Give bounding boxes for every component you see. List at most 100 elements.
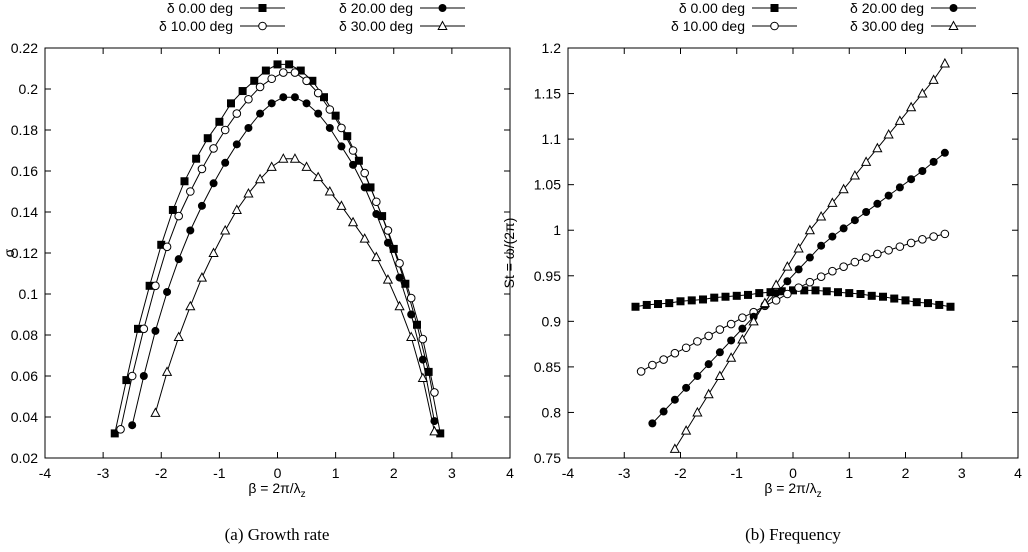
- data-point: [738, 324, 747, 333]
- data-point: [331, 111, 340, 120]
- x-axis-label-subscript: z: [817, 489, 822, 500]
- x-axis-label: β = 2π/λz: [248, 480, 305, 500]
- x-tick-label: -3: [618, 465, 631, 481]
- data-point: [648, 360, 657, 370]
- data-point: [389, 244, 398, 253]
- y-tick-label: 0.75: [534, 450, 561, 466]
- data-point: [407, 310, 416, 319]
- data-point: [873, 199, 882, 208]
- data-point: [279, 68, 288, 77]
- x-tick-label: 0: [789, 465, 797, 481]
- data-point: [800, 286, 809, 295]
- data-point: [940, 148, 949, 157]
- y-tick-label: 0.14: [11, 204, 38, 220]
- data-point: [929, 157, 938, 166]
- data-point: [744, 290, 752, 299]
- legend-label: δ 30.00 deg: [339, 18, 413, 34]
- y-tick-label: 0.08: [11, 327, 38, 343]
- legend-marker: [258, 21, 267, 31]
- data-point: [122, 376, 131, 385]
- data-point: [861, 253, 871, 262]
- data-point: [313, 171, 324, 182]
- data-point: [732, 291, 741, 300]
- data-point: [782, 261, 793, 271]
- y-tick-label: 0.95: [534, 268, 561, 284]
- data-point: [793, 242, 804, 253]
- data-point: [714, 370, 726, 380]
- data-point: [839, 224, 848, 233]
- data-point: [232, 109, 242, 118]
- legend-label: δ 0.00 deg: [167, 0, 233, 16]
- data-point: [348, 146, 358, 155]
- x-tick-label: 2: [390, 465, 398, 481]
- data-point: [254, 173, 266, 184]
- data-point: [244, 94, 253, 104]
- data-point: [873, 249, 882, 259]
- data-point: [665, 299, 674, 308]
- data-point: [278, 153, 289, 163]
- data-point: [174, 211, 183, 221]
- data-point: [290, 68, 300, 77]
- data-point: [783, 289, 792, 299]
- data-point: [162, 242, 172, 252]
- data-point: [220, 125, 230, 135]
- x-tick-label: 4: [1014, 465, 1022, 481]
- data-point: [302, 76, 311, 86]
- data-point: [862, 208, 871, 216]
- data-point: [320, 93, 328, 102]
- data-point: [196, 272, 208, 282]
- y-tick-label: 0.02: [11, 450, 38, 466]
- data-point: [157, 240, 166, 249]
- data-point: [827, 197, 838, 207]
- x-tick-label: -2: [674, 465, 687, 481]
- y-tick-label: 0.85: [534, 359, 561, 375]
- data-point: [680, 425, 692, 435]
- data-point: [372, 197, 381, 207]
- data-point: [894, 115, 906, 125]
- series-line-4: [154, 158, 435, 432]
- data-point: [693, 372, 702, 380]
- data-point: [777, 287, 786, 296]
- data-point: [704, 331, 713, 341]
- data-point: [834, 288, 842, 297]
- data-point: [116, 425, 125, 434]
- x-tick-label: 0: [274, 465, 282, 481]
- data-point: [296, 66, 305, 75]
- data-point: [794, 283, 803, 292]
- y-axis-label: σ: [1, 248, 17, 257]
- data-point: [418, 334, 428, 344]
- data-point: [243, 187, 254, 198]
- data-point: [850, 216, 859, 225]
- data-point: [424, 367, 433, 376]
- data-point: [145, 281, 154, 290]
- data-point: [302, 99, 311, 108]
- data-point: [890, 294, 899, 303]
- data-point: [748, 315, 759, 326]
- data-point: [192, 154, 201, 163]
- data-point: [838, 183, 849, 194]
- data-point: [759, 297, 771, 308]
- y-tick-label: 0.9: [542, 313, 562, 329]
- data-point: [879, 292, 887, 301]
- data-point: [783, 277, 792, 286]
- data-point: [360, 183, 369, 192]
- data-point: [208, 247, 219, 257]
- x-tick-label: -1: [213, 465, 226, 481]
- plot-frame: [567, 47, 1019, 459]
- data-point: [817, 241, 826, 250]
- data-point: [360, 168, 369, 178]
- y-tick-label: 0.16: [11, 163, 38, 179]
- y-tick-label: 0.18: [11, 122, 38, 138]
- y-tick-label: 0.1: [19, 286, 39, 302]
- legend-marker: [438, 4, 447, 12]
- data-point: [631, 302, 640, 311]
- data-point: [382, 274, 394, 284]
- data-point: [203, 134, 212, 143]
- data-point: [173, 331, 184, 342]
- data-point: [436, 429, 445, 438]
- data-point: [266, 161, 277, 171]
- data-point: [670, 395, 679, 404]
- data-point: [336, 200, 347, 210]
- data-point: [929, 232, 938, 241]
- data-point: [418, 355, 427, 364]
